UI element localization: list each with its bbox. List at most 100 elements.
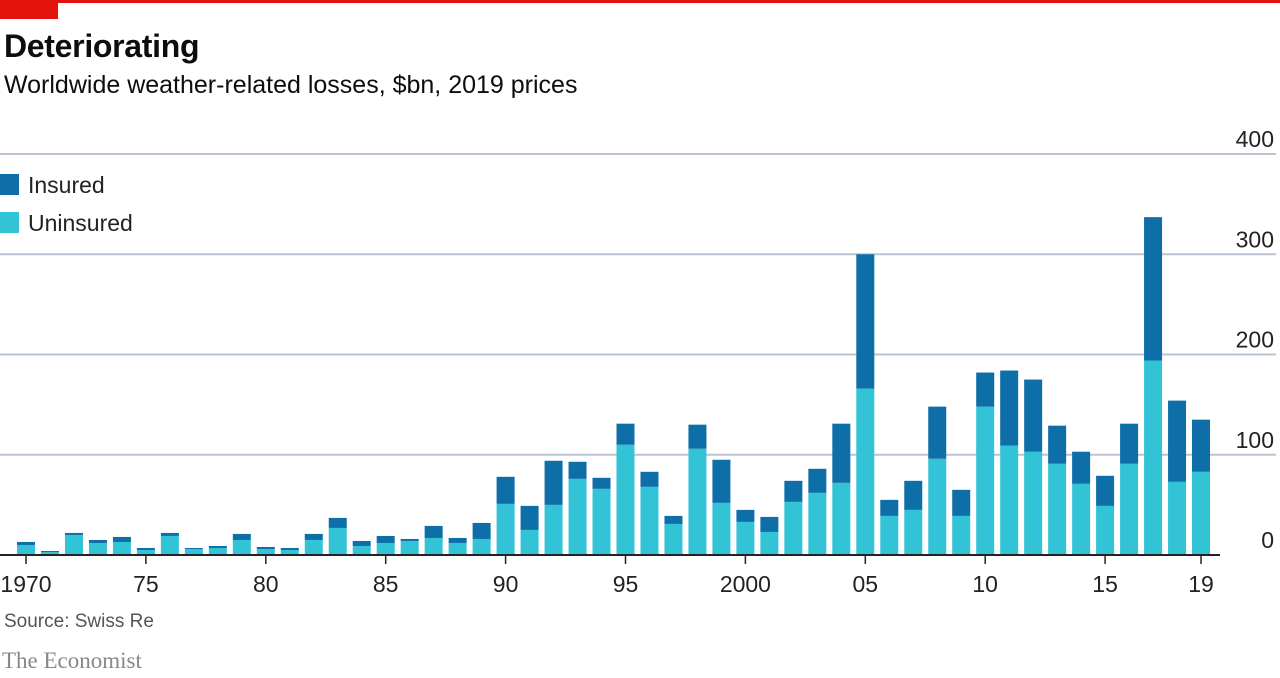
y-tick-label-200: 200 (1236, 327, 1274, 353)
bar-insured-2000 (736, 509, 755, 522)
legend-label-uninsured: Uninsured (28, 210, 133, 236)
bar-uninsured-1992 (544, 504, 563, 555)
bar-insured-2013 (1048, 425, 1067, 464)
bar-insured-2010 (976, 372, 995, 407)
bar-uninsured-2007 (904, 509, 923, 555)
bar-insured-1995 (616, 423, 635, 445)
bar-insured-2012 (1024, 379, 1043, 452)
bar-insured-1998 (688, 424, 707, 449)
bar-uninsured-2014 (1072, 483, 1091, 555)
bar-uninsured-1999 (712, 502, 731, 555)
bar-uninsured-2012 (1024, 451, 1043, 555)
bar-uninsured-1979 (232, 539, 251, 555)
bar-uninsured-2013 (1048, 463, 1067, 555)
bar-insured-1970 (17, 541, 35, 545)
bar-uninsured-2000 (736, 521, 755, 555)
bar-uninsured-2016 (1120, 463, 1139, 555)
bar-uninsured-1983 (328, 527, 347, 555)
x-tick-label-1970: 1970 (0, 571, 51, 597)
bar-uninsured-1988 (448, 542, 467, 555)
bar-insured-2003 (808, 468, 827, 493)
y-tick-label-300: 300 (1236, 226, 1274, 252)
y-tick-label-0: 0 (1261, 527, 1274, 553)
bar-uninsured-2006 (880, 515, 899, 555)
bar-uninsured-2010 (976, 406, 995, 555)
x-tick-label-2019: 19 (1188, 571, 1214, 597)
bar-insured-1979 (232, 533, 251, 540)
bar-uninsured-2003 (808, 492, 827, 555)
x-tick-label-1975: 75 (133, 571, 159, 597)
bar-insured-1994 (592, 477, 611, 489)
bar-uninsured-1982 (304, 539, 323, 555)
x-tick-label-1980: 80 (253, 571, 279, 597)
bar-uninsured-1993 (568, 478, 587, 555)
bar-insured-1989 (472, 522, 491, 539)
bar-insured-1975 (136, 547, 155, 550)
legend-label-insured: Insured (28, 172, 105, 198)
bar-insured-1992 (544, 460, 563, 505)
bar-uninsured-1986 (400, 540, 419, 555)
y-tick-label-400: 400 (1236, 126, 1274, 152)
bar-insured-2002 (784, 480, 803, 502)
bar-uninsured-2011 (1000, 445, 1019, 555)
bar-insured-2017 (1144, 217, 1163, 361)
x-tick-label-2015: 15 (1092, 571, 1118, 597)
bar-insured-1971 (40, 550, 59, 552)
bar-uninsured-1970 (17, 544, 35, 555)
bar-insured-1977 (184, 547, 203, 549)
bar-insured-1990 (496, 476, 515, 504)
bar-insured-1983 (328, 517, 347, 528)
bar-insured-1991 (520, 505, 539, 530)
bar-uninsured-1985 (376, 542, 395, 555)
x-tick-label-2010: 10 (972, 571, 998, 597)
chart-subtitle: Worldwide weather-related losses, $bn, 2… (4, 71, 578, 99)
bar-insured-2015 (1096, 475, 1115, 506)
bar-uninsured-1973 (88, 542, 107, 555)
bar-uninsured-2015 (1096, 505, 1115, 555)
legend-swatch-insured (0, 174, 19, 195)
bar-insured-2004 (832, 423, 851, 483)
bar-insured-2011 (1000, 370, 1019, 446)
x-tick-label-2000: 2000 (720, 571, 771, 597)
bar-insured-2008 (928, 406, 947, 459)
bar-insured-1985 (376, 535, 395, 543)
bar-insured-1974 (112, 536, 131, 542)
brand-tag (0, 0, 58, 19)
x-tick-label-1990: 90 (493, 571, 519, 597)
bar-insured-2001 (760, 516, 779, 532)
bar-insured-2009 (952, 489, 971, 516)
bar-insured-1982 (304, 533, 323, 540)
source-note: Source: Swiss Re (4, 611, 154, 632)
bar-uninsured-2001 (760, 531, 779, 555)
bar-uninsured-1975 (136, 549, 155, 555)
bar-insured-1996 (640, 471, 659, 487)
bar-insured-2018 (1168, 400, 1187, 482)
bar-uninsured-1984 (352, 545, 371, 555)
bar-insured-2005 (856, 254, 875, 389)
bar-insured-1988 (448, 537, 467, 543)
bar-uninsured-1998 (688, 448, 707, 555)
bar-uninsured-1991 (520, 529, 539, 555)
bar-uninsured-1977 (184, 548, 203, 555)
bar-insured-1972 (64, 532, 83, 535)
bar-insured-1993 (568, 461, 587, 479)
x-tick-label-1985: 85 (373, 571, 399, 597)
bar-insured-1980 (256, 546, 275, 549)
x-tick-label-1995: 95 (613, 571, 639, 597)
x-tick-label-2005: 05 (853, 571, 879, 597)
bar-insured-1987 (424, 525, 443, 538)
bar-uninsured-1989 (472, 538, 491, 555)
bar-uninsured-1990 (496, 503, 515, 555)
bar-uninsured-1972 (64, 534, 83, 555)
bar-uninsured-1981 (280, 549, 299, 555)
bar-uninsured-1997 (664, 523, 683, 555)
bar-insured-1981 (280, 547, 299, 550)
bar-uninsured-2009 (952, 515, 971, 555)
bar-uninsured-1995 (616, 444, 635, 555)
bar-insured-1978 (208, 545, 227, 548)
bar-uninsured-1971 (40, 551, 59, 555)
bar-uninsured-2018 (1168, 481, 1187, 555)
bar-uninsured-2005 (856, 388, 875, 555)
bar-uninsured-1974 (112, 541, 131, 555)
